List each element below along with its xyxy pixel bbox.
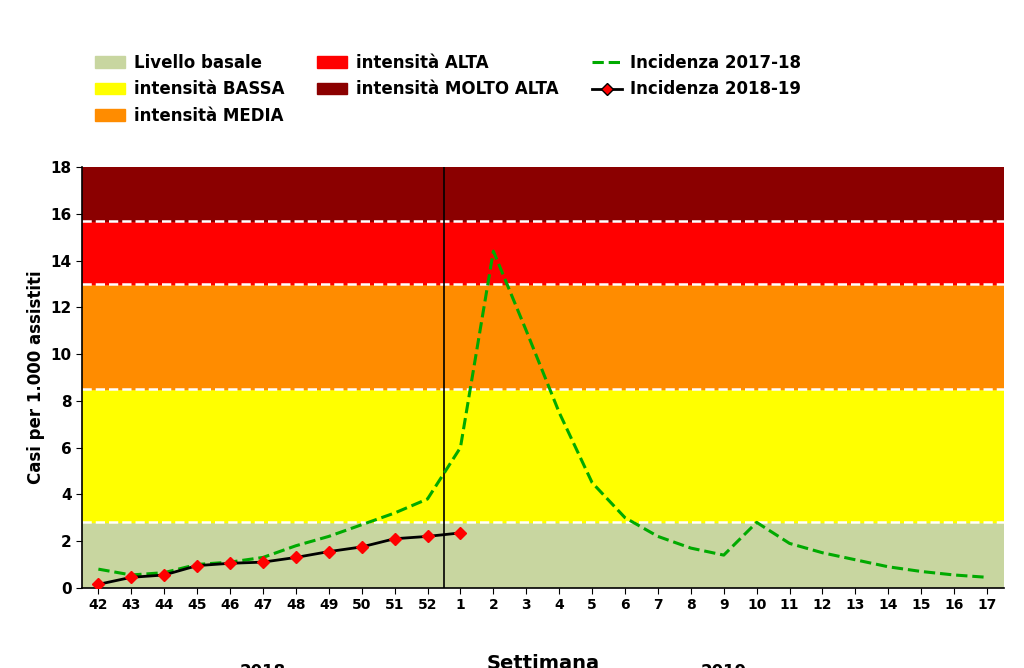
Legend: Livello basale, intensità BASSA, intensità MEDIA, intensità ALTA, intensità MOLT: Livello basale, intensità BASSA, intensi… xyxy=(90,49,806,130)
Bar xyxy=(82,167,1004,220)
Bar xyxy=(82,389,1004,522)
Text: 2019: 2019 xyxy=(700,663,746,668)
Bar xyxy=(82,284,1004,389)
Bar xyxy=(82,522,1004,588)
Y-axis label: Casi per 1.000 assistiti: Casi per 1.000 assistiti xyxy=(27,271,45,484)
Text: 2018: 2018 xyxy=(240,663,286,668)
X-axis label: Settimana: Settimana xyxy=(486,654,599,668)
Bar xyxy=(82,220,1004,284)
